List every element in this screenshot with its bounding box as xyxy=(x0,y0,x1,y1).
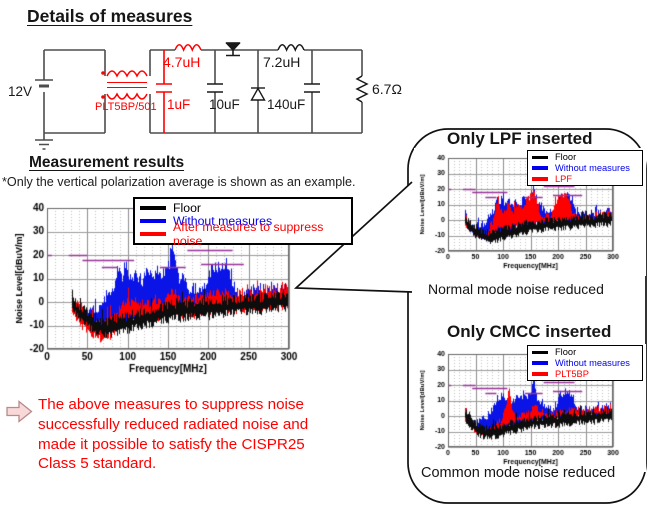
without-measures-swatch xyxy=(140,219,166,224)
output-cap-icon xyxy=(304,83,320,93)
lpf-swatch xyxy=(532,177,548,181)
legend-label: PLT5BP xyxy=(555,368,589,379)
after-measures-swatch xyxy=(140,232,166,237)
input-cap-label: 10uF xyxy=(209,97,240,112)
circuit-wires xyxy=(43,49,363,134)
lpf-panel-caption: Normal mode noise reduced xyxy=(428,281,604,297)
battery-icon xyxy=(35,79,53,88)
legend-item: PLT5BP xyxy=(532,369,638,380)
legend-item: After measures to suppress noise xyxy=(140,220,346,248)
filter-inductor-label: 4.7uH xyxy=(163,54,200,70)
legend-item: Floor xyxy=(532,347,638,358)
floor-swatch xyxy=(532,155,548,160)
filter-cap-icon xyxy=(156,83,172,93)
cmcc-label: PLT5BP/501 xyxy=(95,101,157,113)
plt5bp-swatch xyxy=(532,372,548,376)
lpf-chart-legend: Floor Without measures LPF xyxy=(527,150,643,187)
callout-pointer xyxy=(293,181,413,293)
cmcc-icon xyxy=(101,70,148,100)
switch-icon xyxy=(225,42,241,57)
conclusion-line: successfully reduced radiated noise and xyxy=(38,415,309,433)
floor-swatch xyxy=(140,205,166,210)
cmcc-chart-legend: Floor Without measures PLT5BP xyxy=(527,345,643,382)
legend-item: Without measures xyxy=(532,163,638,174)
details-of-measures-title: Details of measures xyxy=(27,6,193,26)
measurement-results-title: Measurement results xyxy=(29,154,185,171)
without-measures-swatch xyxy=(532,361,548,365)
load-label: 6.7Ω xyxy=(372,81,402,97)
legend-label: LPF xyxy=(555,173,573,184)
legend-item: Without measures xyxy=(532,358,638,369)
cmcc-panel-caption: Common mode noise reduced xyxy=(421,465,616,481)
output-inductor-label: 7.2uH xyxy=(263,54,300,70)
legend-label: Floor xyxy=(555,347,577,358)
diode-icon xyxy=(250,87,266,101)
circuit-diagram: 12V PLT5BP/501 4.7uH 1uF 10uF 7.2uH 140u… xyxy=(8,42,402,150)
ground-icon xyxy=(35,133,53,150)
conclusion-line: made it possible to satisfy the CISPR25 xyxy=(38,435,305,453)
main-chart-legend: Floor Without measures After measures to… xyxy=(133,197,353,248)
floor-swatch xyxy=(532,350,548,355)
without-measures-swatch xyxy=(532,166,548,170)
conclusion-line: The above measures to suppress noise xyxy=(38,396,304,413)
legend-label: Floor xyxy=(173,200,202,215)
legend-label: Without measures xyxy=(555,163,630,174)
output-inductor-icon xyxy=(277,44,305,52)
conclusion-text: The above measures to suppress noise suc… xyxy=(38,395,308,474)
legend-item: LPF xyxy=(532,174,638,185)
input-cap-icon xyxy=(207,83,223,93)
cmcc-panel-title: Only CMCC inserted xyxy=(447,322,612,341)
conclusion-line: Class 5 standard. xyxy=(38,455,157,473)
legend-item: Without measures xyxy=(140,214,346,229)
legend-item: Floor xyxy=(532,152,638,163)
filter-cap-label: 1uF xyxy=(167,97,190,112)
legend-label: After measures to suppress noise xyxy=(173,220,324,249)
legend-label: Floor xyxy=(555,152,577,163)
legend-label: Without measures xyxy=(173,214,273,229)
right-arrow-icon xyxy=(6,400,33,423)
output-cap-label: 140uF xyxy=(267,97,305,112)
results-note: *Only the vertical polarization average … xyxy=(2,175,356,189)
source-label: 12V xyxy=(8,84,32,99)
filter-inductor-icon xyxy=(174,44,202,52)
legend-label: Without measures xyxy=(555,358,630,369)
lpf-panel-title: Only LPF inserted xyxy=(447,129,593,148)
load-resistor-icon xyxy=(355,75,369,103)
legend-item: Floor xyxy=(140,200,346,215)
